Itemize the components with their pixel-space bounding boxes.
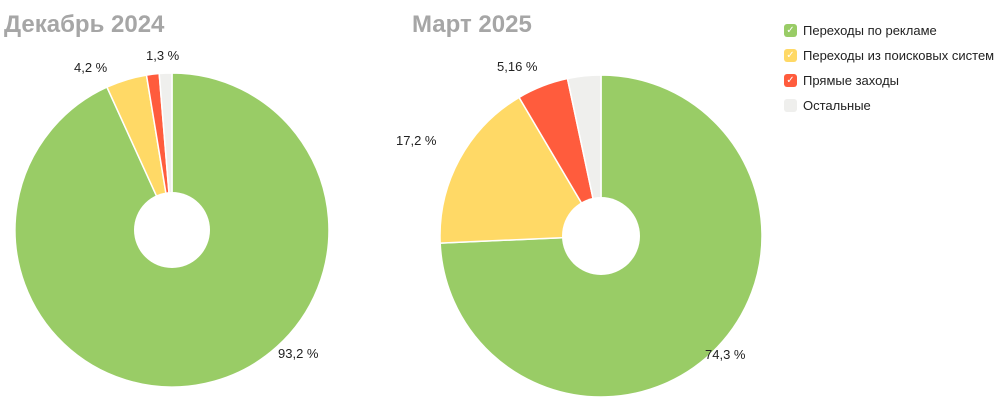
data-label-search: 4,2 % — [74, 60, 108, 75]
legend-item-search[interactable]: ✓ Переходы из поисковых систем — [784, 43, 994, 68]
chart-title-march-2025: Март 2025 — [412, 11, 532, 38]
legend-item-other[interactable]: ✓ Остальные — [784, 93, 994, 118]
check-icon: ✓ — [784, 49, 797, 62]
donut-hole — [134, 192, 210, 268]
pie-0: 93,2 % 4,2 % 1,3 % — [14, 48, 330, 388]
chart-title-december-2024: Декабрь 2024 — [4, 11, 165, 38]
data-label-search: 17,2 % — [396, 133, 437, 148]
check-icon: ✓ — [784, 74, 797, 87]
legend-label: Переходы по рекламе — [803, 23, 937, 38]
pie-slice-other[interactable] — [566, 74, 602, 237]
pie-slice-other[interactable] — [158, 72, 173, 231]
donut-hole — [562, 197, 640, 275]
data-label-direct: 5,16 % — [497, 59, 538, 74]
legend-item-direct[interactable]: ✓ Прямые заходы — [784, 68, 994, 93]
check-icon: ✓ — [784, 99, 797, 112]
legend-item-ads[interactable]: ✓ Переходы по рекламе — [784, 18, 994, 43]
data-label-ads: 74,3 % — [705, 347, 746, 362]
pie-1: 74,3 % 17,2 % 5,16 % — [396, 59, 763, 398]
legend-label: Прямые заходы — [803, 73, 900, 88]
legend-label: Переходы из поисковых систем — [803, 48, 995, 63]
data-label-ads: 93,2 % — [278, 346, 319, 361]
pie-slice-search[interactable] — [439, 96, 603, 244]
data-label-direct: 1,3 % — [146, 48, 180, 63]
check-icon: ✓ — [784, 24, 797, 37]
legend-label: Остальные — [803, 98, 871, 113]
legend: ✓ Переходы по рекламе ✓ Переходы из поис… — [784, 18, 994, 118]
